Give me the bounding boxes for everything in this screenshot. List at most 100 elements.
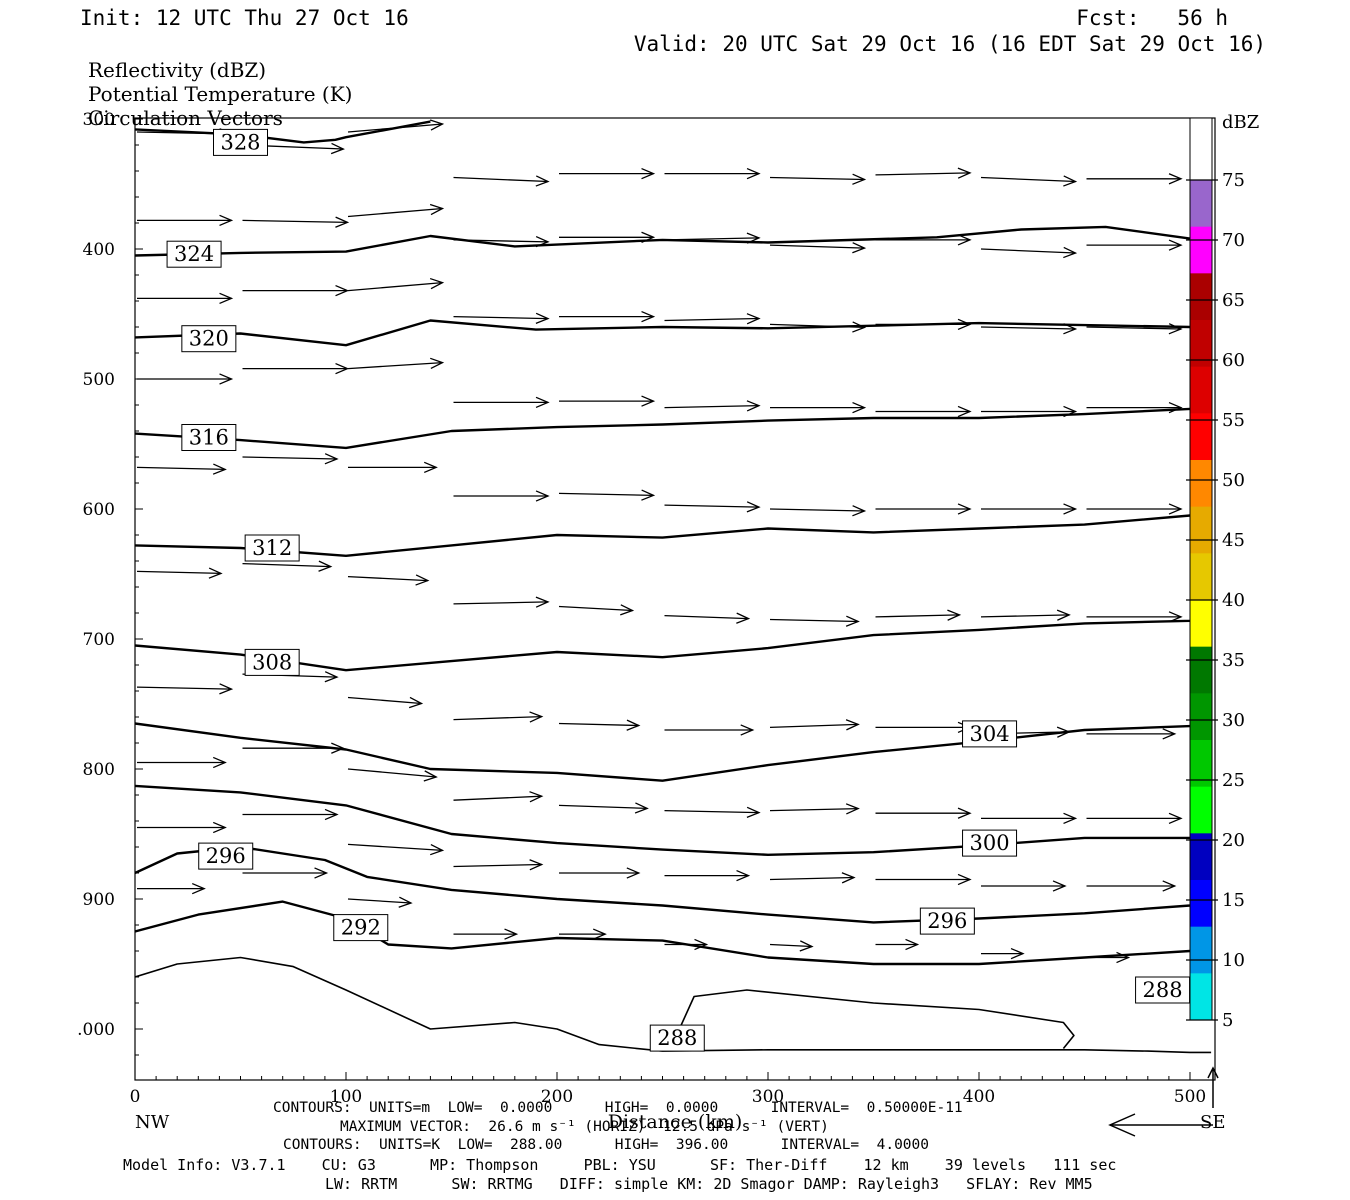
se-marker-head [1207, 1066, 1219, 1079]
colorbar-tick-label: 55 [1222, 410, 1245, 431]
vector-arrow-head [845, 719, 860, 731]
vector-arrow [769, 723, 859, 729]
vector-arrow-head [335, 362, 350, 375]
field-label-theta: Potential Temperature (K) [88, 82, 352, 106]
vector-arrow-head [592, 928, 607, 940]
vector-arrow-head [746, 501, 761, 513]
contour-label: 324 [174, 242, 214, 266]
vector-arrow [769, 244, 865, 249]
vector-arrow [347, 768, 437, 778]
vector-arrow-head [1162, 880, 1177, 892]
vector-arrow-head [957, 405, 972, 418]
contour-316 [135, 406, 1212, 450]
vector-arrow-head [746, 167, 761, 180]
contour-label-box [213, 128, 268, 156]
vector-arrow [980, 176, 1076, 183]
vector-arrow-head [1063, 175, 1078, 187]
contour-label-box [962, 829, 1018, 857]
vector-arrow-head [905, 938, 920, 951]
y-tick-label: 500 [83, 370, 115, 390]
footer-model-info: Model Info: V3.7.1 CU: G3 MP: Thompson P… [123, 1156, 1116, 1174]
vector-arrow [558, 722, 639, 727]
theta-contours [135, 120, 1212, 1054]
colorbar-tick-label: 75 [1222, 170, 1245, 191]
contour-label: 304 [970, 722, 1010, 746]
colorbar-segment [1190, 786, 1212, 834]
contour-296 [135, 845, 1212, 924]
y-tick-label: 700 [83, 630, 115, 650]
contour-label-box [181, 424, 237, 451]
colorbar-segment [1190, 320, 1212, 368]
vector-arrow [136, 570, 222, 575]
vector-arrow [875, 614, 960, 618]
vector-arrow-head [1162, 728, 1177, 740]
vector-arrow-head [535, 312, 550, 325]
vector-arrow-head [740, 724, 755, 736]
vector-arrow-head [1168, 239, 1183, 251]
vector-arrow [347, 207, 443, 218]
vector-arrow-head [529, 859, 544, 871]
y-tick-label: 900 [83, 890, 115, 910]
vector-arrow-head [314, 867, 329, 879]
colorbar-tick-label: 30 [1222, 710, 1245, 731]
vector-arrow-head [191, 882, 206, 895]
vector-arrow-head [212, 463, 227, 475]
vector-arrow [453, 601, 549, 605]
colorbar-tick-label: 5 [1222, 1010, 1233, 1031]
vector-arrow-head [219, 214, 234, 227]
vector-arrow-head [852, 242, 867, 254]
footer-model-info-2: LW: RRTM SW: RRTMG DIFF: simple KM: 2D S… [325, 1175, 1093, 1193]
colorbar-segment [1190, 973, 1212, 1021]
vector-arrow-head [318, 560, 333, 572]
vector-arrow-head [1168, 812, 1183, 825]
vector-arrow-head [1063, 812, 1078, 825]
vector-arrow-head [415, 574, 430, 586]
colorbar-segment [1190, 646, 1212, 694]
vector-arrow [769, 876, 855, 881]
vector-arrow-head [423, 770, 438, 782]
vector-arrow-head [852, 401, 867, 414]
y-tick-label: 400 [83, 240, 115, 260]
vector-arrow-head [535, 396, 550, 409]
vector-arrow-head [335, 216, 350, 228]
vector-arrow-head [736, 869, 751, 882]
dbz-colorbar: dBZ 5 10 15 20 25 30 35 40 45 50 55 60 65 70 75 [1186, 112, 1259, 1031]
colorbar-segment [1190, 460, 1212, 508]
contour-label: 296 [927, 909, 967, 933]
vector-arrow [453, 863, 542, 868]
vector-arrow-head [430, 844, 445, 856]
x-tick-label: 300 [752, 1087, 784, 1107]
vector-arrow-head [219, 292, 234, 305]
vector-arrow-head [1010, 947, 1025, 960]
x-tick-label: 0 [130, 1087, 141, 1107]
vector-arrow-head [746, 313, 761, 325]
vector-arrow [769, 508, 865, 512]
vector-arrow-head [535, 175, 550, 187]
fcst-text: Fcst: 56 h [1076, 6, 1228, 30]
vector-arrow [980, 326, 1076, 330]
vector-arrow-head [429, 277, 445, 290]
colorbar-tick-label: 65 [1222, 290, 1245, 311]
vector-arrow-head [535, 490, 550, 502]
y-tick-label: 300 [83, 110, 115, 130]
colorbar-segment [1190, 833, 1212, 881]
vector-arrow-head [626, 867, 641, 879]
vector-arrow-head [1052, 880, 1067, 892]
vector-arrow-head [212, 756, 227, 769]
colorbar-tick-label: 10 [1222, 950, 1245, 971]
contour-304 [135, 722, 1212, 782]
vector-arrow [347, 843, 443, 852]
contour-292 [135, 900, 1212, 966]
vector-arrow-head [324, 808, 339, 821]
vector-arrow-head [845, 803, 860, 815]
vector-arrow-head [947, 609, 962, 621]
vector-arrow-head [324, 671, 339, 683]
colorbar-tick-label: 40 [1222, 590, 1245, 611]
vector-arrow-head [1168, 173, 1183, 185]
vector-arrow-head [641, 167, 656, 180]
x-tick-label: 500 [1174, 1087, 1206, 1107]
colorbar-tick-label: 45 [1222, 530, 1245, 551]
vector-arrow-head [208, 567, 223, 579]
vector-arrow [664, 317, 760, 322]
vector-arrow-head [736, 612, 751, 624]
